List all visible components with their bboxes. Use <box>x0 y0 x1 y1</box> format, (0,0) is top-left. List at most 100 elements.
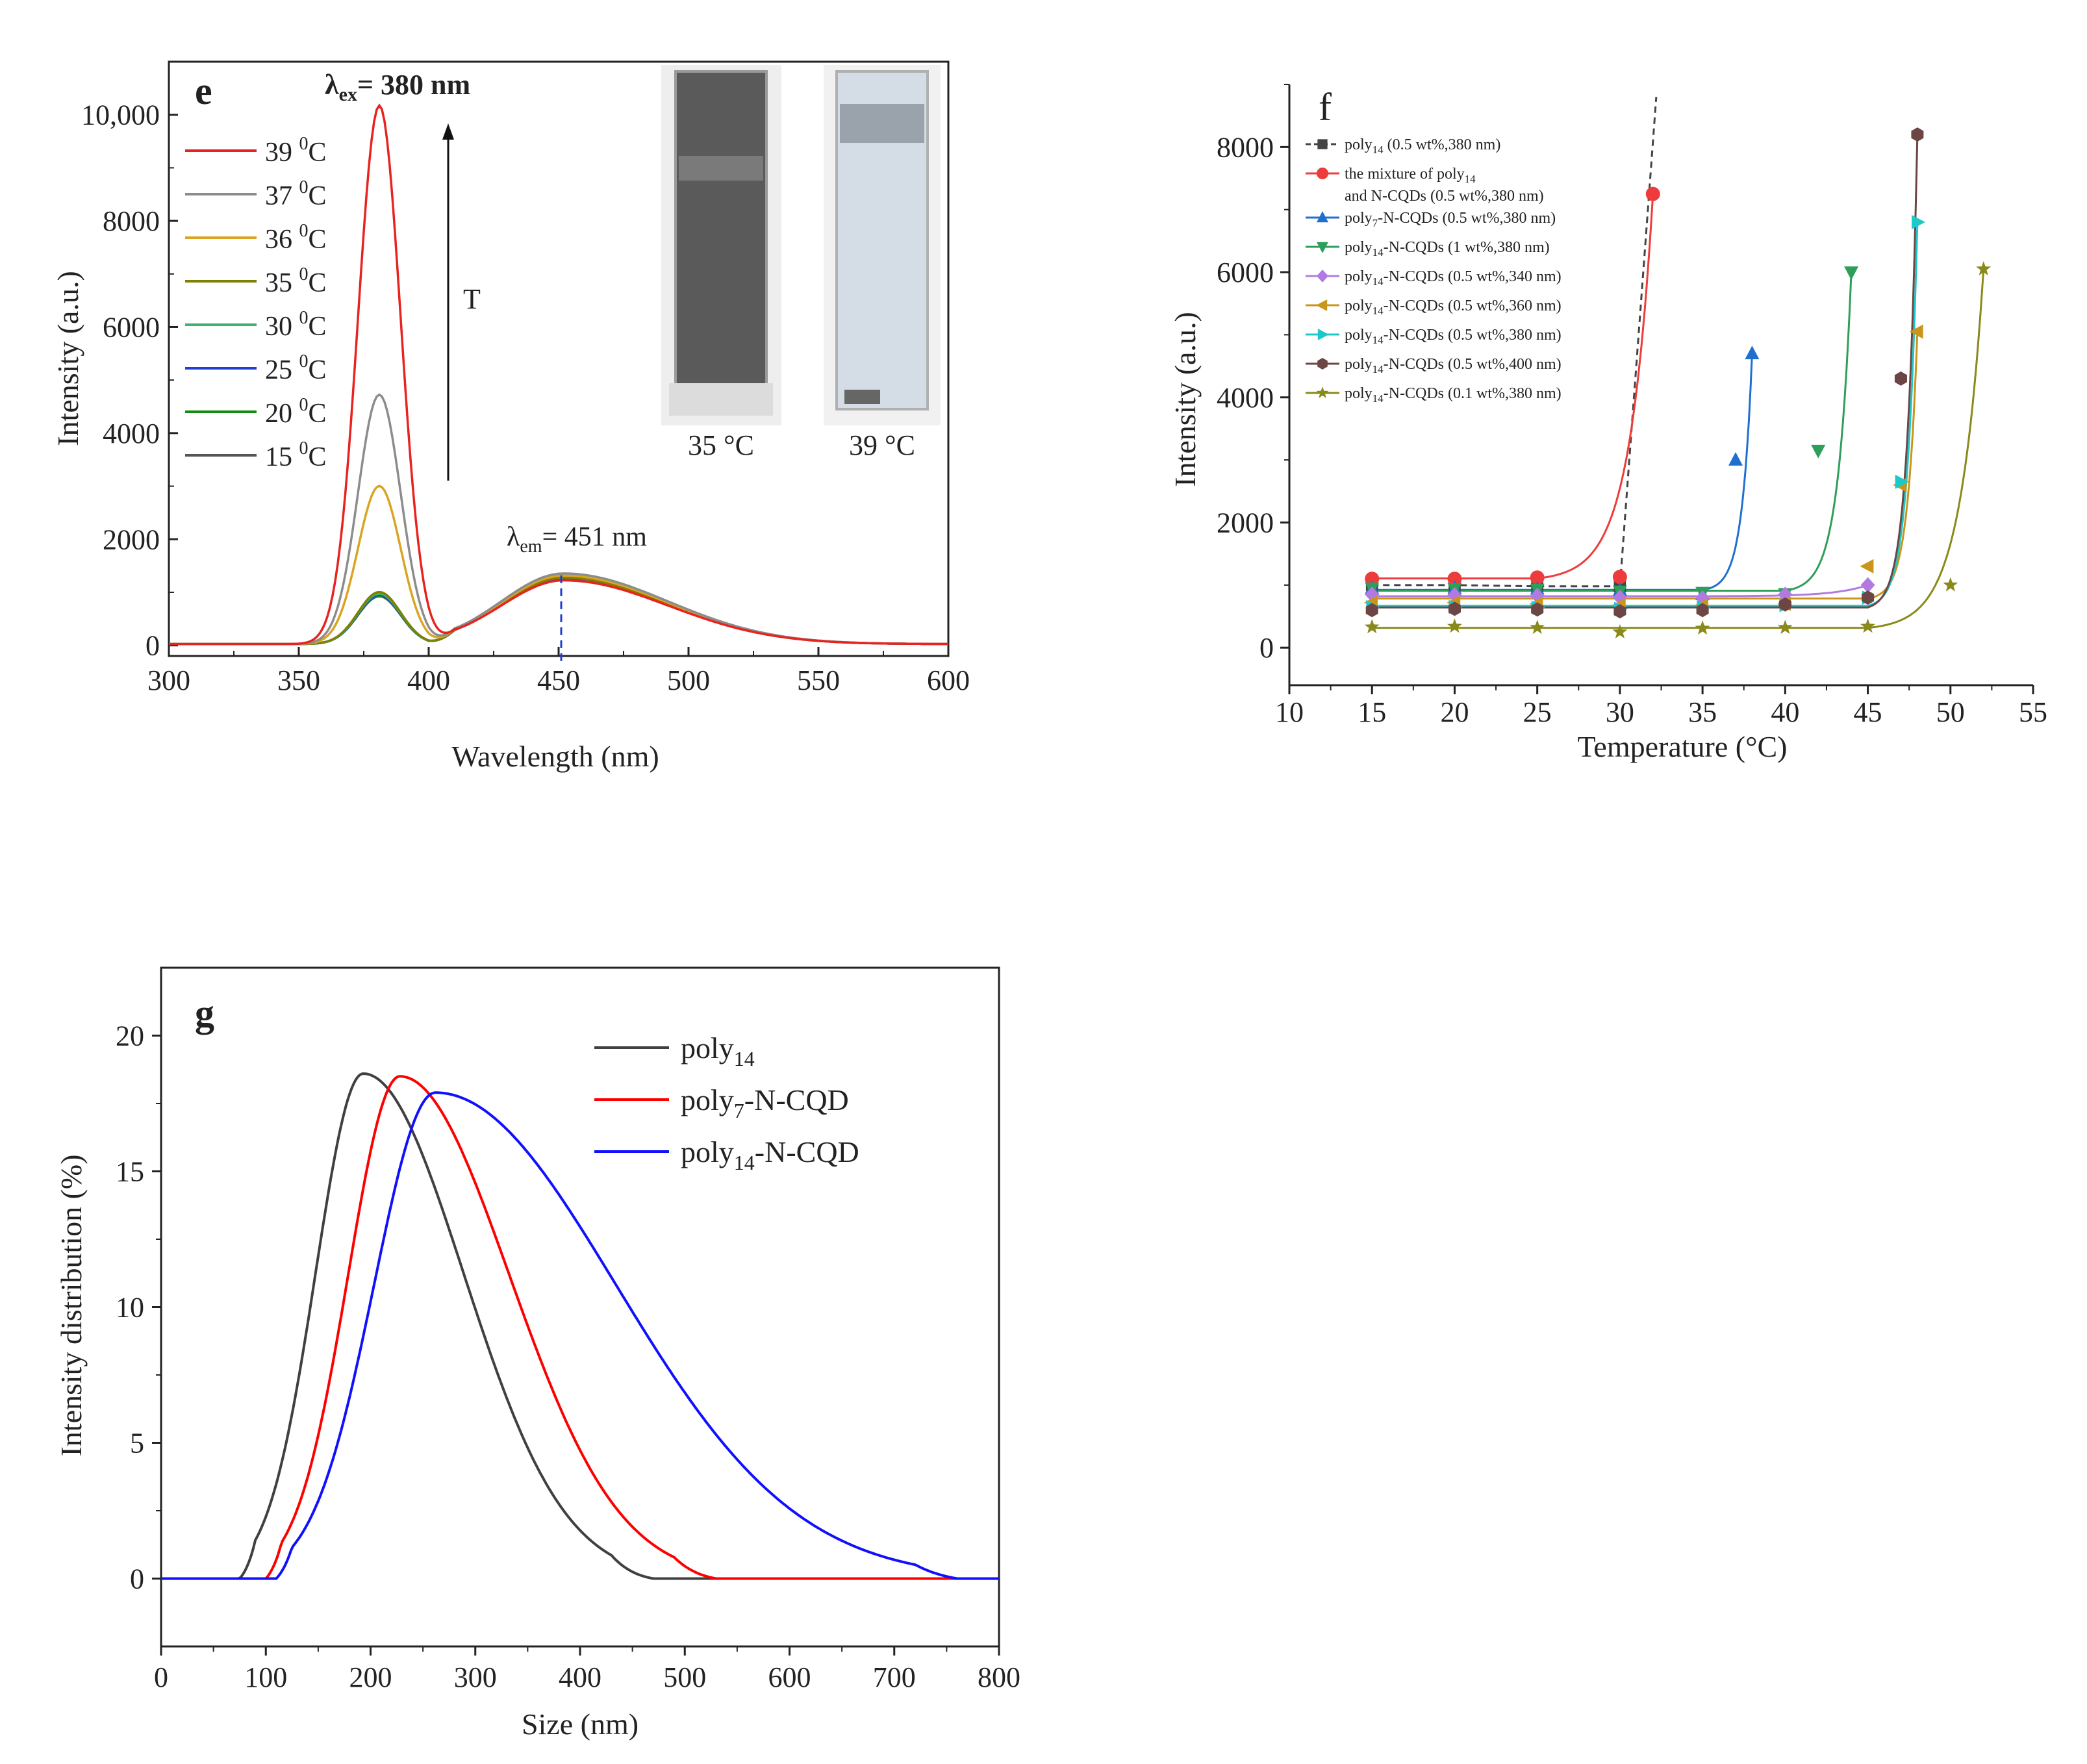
legend-base: poly <box>1345 356 1372 373</box>
legend-base: poly <box>681 1135 734 1168</box>
panel-g-series-1 <box>161 1075 999 1580</box>
panel-g-xtick-label: 700 <box>873 1661 916 1693</box>
panel-e-legend-deg: 0 <box>299 177 309 197</box>
panel-e-xtick-label: 400 <box>407 664 450 696</box>
panel-f-point-6 <box>1895 474 1909 489</box>
legend-base: poly <box>1345 210 1372 227</box>
panel-f-legend-label-7: poly14-N-CQDs (0.5 wt%,400 nm) <box>1345 356 1562 375</box>
legend-suffix: -N-CQDs (0.5 wt%,340 nm) <box>1384 268 1562 285</box>
panel-f-point-2 <box>1728 452 1743 466</box>
panel-e-ytick-label: 8000 <box>103 205 160 237</box>
panel-f-legend-marker-2 <box>1317 211 1328 223</box>
panel-e-legend-temp: 20 <box>265 399 299 429</box>
panel-f-point-5 <box>1860 559 1874 573</box>
panel-g-ytick-label: 15 <box>116 1156 144 1188</box>
legend-sub: 14 <box>734 1047 755 1070</box>
panel-f-point-4 <box>1612 590 1627 606</box>
panel-e-legend-label-15: 15 0C <box>265 438 327 472</box>
legend-base: poly <box>681 1083 734 1116</box>
panel-f-legend-marker-6 <box>1317 329 1329 340</box>
panel-f-xtick-label: 25 <box>1523 696 1552 728</box>
panel-g-ylabel: Intensity distribution (%) <box>55 1154 88 1456</box>
panel-g-ytick-label: 20 <box>116 1020 144 1052</box>
panel-e-legend-deg: 0 <box>299 351 309 372</box>
legend-suffix: -N-CQDs (1 wt%,380 nm) <box>1384 239 1550 256</box>
panel-f-point-1 <box>1530 570 1545 585</box>
legend-sub: 14 <box>1372 392 1384 405</box>
panel-f-xtick-label: 40 <box>1771 696 1799 728</box>
panel-e-excitation-annotation: λex= 380 nm <box>325 69 470 105</box>
panel-e-legend-unit: C <box>309 138 327 168</box>
panel-e-series-35 <box>169 576 948 646</box>
panel-e-legend-temp: 25 <box>265 355 299 385</box>
legend-suffix: -N-CQD <box>755 1135 859 1168</box>
panel-f-point-2 <box>1745 346 1760 360</box>
panel-f-fit-8 <box>1372 269 1985 629</box>
panel-f-ytick-label: 8000 <box>1217 131 1274 163</box>
panel-f-legend-label-line2: and N-CQDs (0.5 wt%,380 nm) <box>1345 188 1544 205</box>
panel-f-point-7 <box>1696 603 1709 618</box>
panel-e-ytick-label: 6000 <box>103 311 160 343</box>
panel-f-point-7 <box>1531 602 1544 617</box>
panel-e-legend-label-25: 25 0C <box>265 351 327 385</box>
panel-f-point-1 <box>1447 572 1462 586</box>
panel-f-xtick-label: 55 <box>2019 696 2047 728</box>
panel-e-legend-temp: 35 <box>265 268 299 298</box>
panel-f-point-8 <box>1777 620 1793 635</box>
panel-e-arrow-head <box>442 123 454 140</box>
panel-e-xtick-label: 450 <box>537 664 580 696</box>
panel-f-legend-label-5: poly14-N-CQDs (0.5 wt%,360 nm) <box>1345 297 1562 317</box>
legend-base: poly <box>1345 385 1372 402</box>
panel-f-xtick-label: 20 <box>1440 696 1469 728</box>
panel-g-xtick-label: 400 <box>559 1661 601 1693</box>
panel-g-ytick-label: 10 <box>116 1292 144 1324</box>
panel-g-xtick-label: 100 <box>244 1661 287 1693</box>
panel-f-legend-label-3: poly14-N-CQDs (1 wt%,380 nm) <box>1345 239 1550 258</box>
panel-e-ytick-label: 0 <box>145 630 160 662</box>
panel-e-legend-temp: 39 <box>265 138 299 168</box>
panel-f-point-4 <box>1365 586 1380 603</box>
legend-base: poly <box>681 1031 734 1065</box>
panel-f-fit-0 <box>1372 97 1658 588</box>
legend-sub: 14 <box>1372 334 1384 346</box>
panel-e-legend-label-35: 35 0C <box>265 264 327 298</box>
panel-e-legend-unit: C <box>309 442 327 472</box>
panel-f-point-1 <box>1365 572 1380 586</box>
panel-g-xtick-label: 800 <box>978 1661 1020 1693</box>
panel-f-point-3 <box>1844 266 1859 281</box>
panel-f-xtick-label: 50 <box>1936 696 1965 728</box>
legend-suffix: (0.5 wt%,380 nm) <box>1384 136 1501 153</box>
panel-e-series-36 <box>169 485 948 646</box>
panel-f-letter: f <box>1319 86 1332 129</box>
panel-f-legend-marker-3 <box>1317 242 1328 253</box>
panel-e-legend-unit: C <box>309 399 327 429</box>
legend-base: poly <box>1345 268 1372 285</box>
panel-e-legend-deg: 0 <box>299 221 309 241</box>
panel-f-legend-marker-8 <box>1316 386 1329 398</box>
panel-e-series-20 <box>169 577 948 646</box>
legend-sub: 14 <box>1372 275 1384 288</box>
panel-g-xtick-label: 600 <box>768 1661 811 1693</box>
panel-e-inset-cuvette-35 <box>661 65 781 425</box>
legend-sub: 14 <box>1465 173 1476 185</box>
panel-e-xlabel: Wavelength (nm) <box>451 740 659 773</box>
panel-e-ylabel: Intensity (a.u.) <box>51 271 84 446</box>
panel-f-point-8 <box>1364 619 1380 634</box>
panel-f-point-8 <box>1695 620 1710 635</box>
panel-g-xtick-label: 0 <box>154 1661 168 1693</box>
legend-suffix: -N-CQDs (0.1 wt%,380 nm) <box>1384 385 1562 402</box>
panel-f-point-7 <box>1613 604 1626 619</box>
panel-g-ytick-label: 0 <box>130 1563 144 1595</box>
panel-f-point-8 <box>1447 618 1462 633</box>
legend-base: poly <box>1345 136 1372 153</box>
panel-g-frame <box>160 966 1000 1648</box>
panel-e-legend-unit: C <box>309 312 327 342</box>
panel-g-xtick-label: 300 <box>454 1661 497 1693</box>
panel-f-point-8 <box>1530 620 1545 635</box>
panel-f-legend-marker-4 <box>1317 270 1328 283</box>
legend-suffix: -N-CQDs (0.5 wt%,380 nm) <box>1378 210 1556 227</box>
panel-f-point-7 <box>1911 127 1924 142</box>
legend-base: poly <box>1345 297 1372 314</box>
